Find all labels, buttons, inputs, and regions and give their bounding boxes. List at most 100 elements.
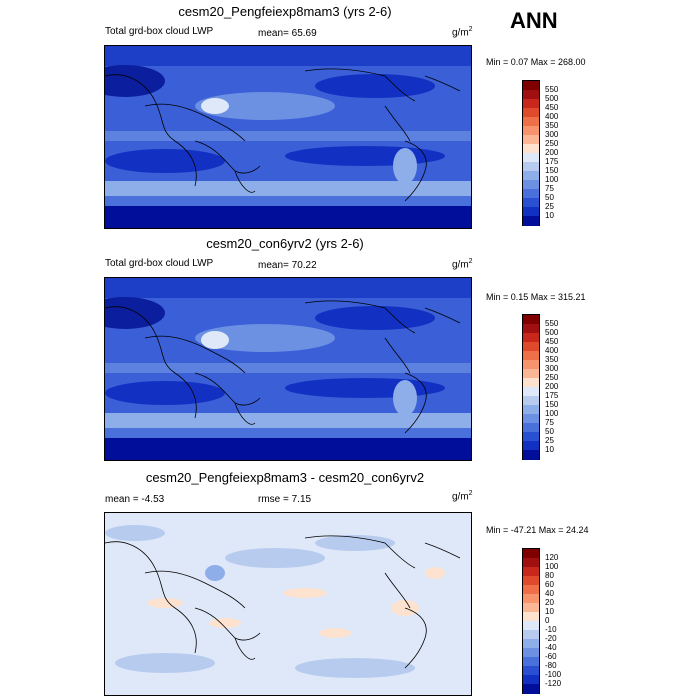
- colorbar-tick-label: 175: [545, 391, 559, 400]
- colorbar-tick-label: 350: [545, 355, 559, 364]
- panel-2-colorbar: 550 500 450 400 350 300 250 200 175 150 100 75 50 25 1…: [522, 314, 558, 460]
- colorbar-tick-label: 75: [545, 418, 554, 427]
- colorbar-swatch: [523, 180, 539, 190]
- colorbar-tick-label: 0: [545, 616, 550, 625]
- colorbar-swatch: [523, 576, 539, 586]
- panel-1-min-max: Min = 0.07 Max = 268.00: [486, 57, 586, 67]
- panel-2-field-label: Total grd-box cloud LWP: [105, 258, 214, 269]
- colorbar-swatch: [523, 342, 539, 352]
- colorbar-tick-label: 100: [545, 562, 559, 571]
- colorbar-tick-label: 60: [545, 580, 554, 589]
- colorbar-swatch: [523, 621, 539, 631]
- colorbar-swatch: [523, 360, 539, 370]
- colorbar-tick-label: -10: [545, 625, 557, 634]
- panel-2-unit: g/m2: [452, 258, 473, 271]
- panel-3-mean: mean = -4.53: [105, 494, 165, 505]
- colorbar-swatch: [523, 594, 539, 604]
- panel-3-colorbar: 120 100 80 60 40 20 10 0 -10 -20 -40 -60 -80 -100 -120: [522, 548, 561, 694]
- colorbar-swatch: [523, 81, 539, 91]
- colorbar-tick-label: 50: [545, 427, 554, 436]
- colorbar-swatch: [523, 423, 539, 433]
- panel-1-map: [104, 45, 472, 229]
- colorbar-tick-label: 75: [545, 184, 554, 193]
- panel-2-min-max: Min = 0.15 Max = 315.21: [486, 292, 586, 302]
- colorbar-tick-label: 400: [545, 346, 559, 355]
- colorbar-swatch: [523, 387, 539, 397]
- season-label: ANN: [510, 8, 558, 33]
- colorbar-swatch: [523, 315, 539, 325]
- colorbar-swatch: [523, 657, 539, 667]
- colorbar-swatch: [523, 198, 539, 208]
- panel-3-map: [104, 512, 472, 696]
- colorbar-swatch: [523, 441, 539, 451]
- colorbar-swatch: [523, 216, 539, 226]
- panel-1-unit: g/m2: [452, 26, 473, 39]
- colorbar-tick-label: 300: [545, 130, 559, 139]
- colorbar-tick-label: 200: [545, 382, 559, 391]
- colorbar-swatch: [523, 684, 539, 694]
- colorbar-swatch: [523, 648, 539, 658]
- panel-3-min-max: Min = -47.21 Max = 24.24: [486, 525, 589, 535]
- colorbar-swatch: [523, 396, 539, 406]
- colorbar-tick-label: 175: [545, 157, 559, 166]
- colorbar-tick-label: 300: [545, 364, 559, 373]
- colorbar-tick-label: -60: [545, 652, 557, 661]
- colorbar-swatch: [523, 432, 539, 442]
- colorbar-tick-label: -20: [545, 634, 557, 643]
- colorbar-tick-label: 200: [545, 148, 559, 157]
- colorbar-tick-label: -40: [545, 643, 557, 652]
- colorbar-tick-label: 250: [545, 139, 559, 148]
- colorbar-swatch: [523, 675, 539, 685]
- colorbar-tick-label: -80: [545, 661, 557, 670]
- colorbar-tick-label: 250: [545, 373, 559, 382]
- panel-2-title: cesm20_con6yrv2 (yrs 2-6): [206, 236, 364, 251]
- colorbar-tick-label: 50: [545, 193, 554, 202]
- colorbar-swatch: [523, 567, 539, 577]
- colorbar-tick-label: 400: [545, 112, 559, 121]
- panel-2-map: [104, 277, 472, 461]
- colorbar-swatch: [523, 630, 539, 640]
- colorbar-tick-label: 25: [545, 202, 554, 211]
- colorbar-tick-label: 10: [545, 211, 554, 220]
- colorbar-swatch: [523, 333, 539, 343]
- colorbar-swatch: [523, 378, 539, 388]
- colorbar-swatch: [523, 558, 539, 568]
- colorbar-tick-label: 150: [545, 166, 559, 175]
- panel-3-title: cesm20_Pengfeiexp8mam3 - cesm20_con6yrv2: [145, 470, 425, 485]
- colorbar-tick-label: 120: [545, 553, 559, 562]
- colorbar-tick-label: 25: [545, 436, 554, 445]
- colorbar-swatch: [523, 612, 539, 622]
- colorbar-swatch: [523, 207, 539, 217]
- colorbar-swatch: [523, 603, 539, 613]
- panel-1-colorbar: 550 500 450 400 350 300 250 200 175 150 100 75 50 25 1…: [522, 80, 558, 226]
- colorbar-tick-label: -120: [545, 679, 562, 688]
- panel-3-rmse: rmse = 7.15: [258, 494, 312, 505]
- colorbar-swatch: [523, 117, 539, 127]
- colorbar-tick-label: 550: [545, 319, 559, 328]
- colorbar-swatch: [523, 153, 539, 163]
- colorbar-tick-label: 100: [545, 175, 559, 184]
- colorbar-tick-label: 20: [545, 598, 554, 607]
- colorbar-swatch: [523, 549, 539, 559]
- colorbar-swatch: [523, 324, 539, 334]
- colorbar-swatch: [523, 450, 539, 460]
- colorbar-tick-label: 150: [545, 400, 559, 409]
- colorbar-swatch: [523, 189, 539, 199]
- colorbar-tick-label: 40: [545, 589, 554, 598]
- colorbar-swatch: [523, 639, 539, 649]
- colorbar-tick-label: 500: [545, 94, 559, 103]
- colorbar-swatch: [523, 666, 539, 676]
- colorbar-tick-label: 80: [545, 571, 554, 580]
- colorbar-tick-label: 550: [545, 85, 559, 94]
- colorbar-swatch: [523, 90, 539, 100]
- colorbar-swatch: [523, 369, 539, 379]
- colorbar-swatch: [523, 171, 539, 181]
- panel-1-title: cesm20_Pengfeiexp8mam3 (yrs 2-6): [178, 4, 392, 19]
- colorbar-swatch: [523, 585, 539, 595]
- colorbar-swatch: [523, 162, 539, 172]
- colorbar-swatch: [523, 126, 539, 136]
- colorbar-swatch: [523, 135, 539, 145]
- colorbar-tick-label: 10: [545, 607, 554, 616]
- panel-1-mean: mean= 65.69: [258, 28, 317, 39]
- colorbar-swatch: [523, 351, 539, 361]
